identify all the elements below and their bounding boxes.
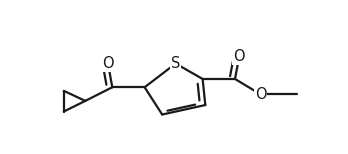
Text: O: O xyxy=(233,49,245,64)
Text: O: O xyxy=(102,56,114,71)
Text: O: O xyxy=(255,87,267,102)
Text: S: S xyxy=(171,56,180,71)
